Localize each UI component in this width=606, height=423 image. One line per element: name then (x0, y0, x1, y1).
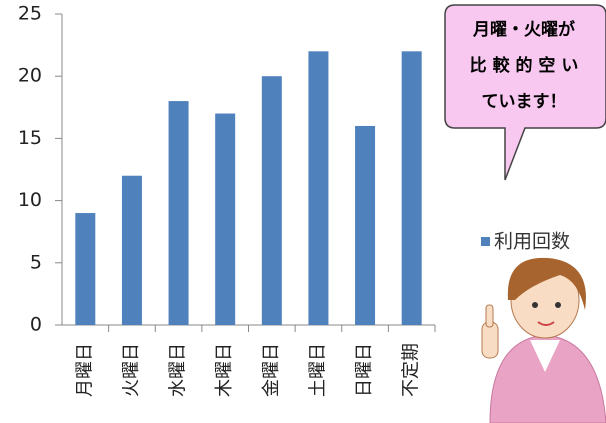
bar (168, 101, 189, 325)
bar (261, 76, 282, 325)
callout-text: ています！ (482, 92, 567, 112)
bar (355, 125, 376, 326)
y-tick-label: 5 (30, 251, 42, 273)
x-tick-label: 土曜日 (307, 343, 328, 397)
y-tick-label: 10 (18, 189, 42, 211)
x-tick-label: 木曜日 (214, 343, 235, 397)
bar (215, 113, 236, 326)
bar (75, 213, 96, 325)
y-tick-label: 25 (18, 3, 42, 25)
bar (121, 175, 142, 325)
legend-swatch (481, 237, 490, 246)
y-tick-label: 20 (18, 65, 42, 87)
bar (308, 51, 329, 325)
speech-bubble (444, 4, 606, 181)
callout-text: 月曜・火曜が (472, 19, 575, 40)
woman-illustration (481, 257, 606, 423)
legend-label: 利用回数 (494, 231, 570, 253)
callout-text: 比 較 的 空 い (470, 55, 579, 76)
x-tick-label: 水曜日 (168, 343, 189, 397)
x-tick-label: 不定期 (401, 343, 422, 397)
y-tick-label: 0 (30, 314, 42, 336)
x-tick-label: 火曜日 (121, 343, 142, 397)
x-tick-label: 日曜日 (354, 343, 375, 397)
y-tick-label: 15 (18, 127, 42, 149)
bar (401, 51, 422, 325)
x-tick-label: 金曜日 (261, 343, 282, 397)
x-tick-label: 月曜日 (74, 343, 95, 397)
